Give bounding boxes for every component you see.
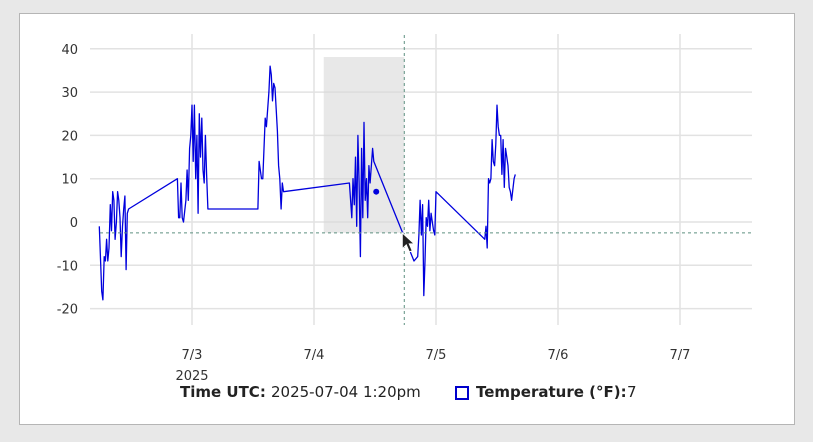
y-tick-label: 10 bbox=[61, 173, 78, 188]
chart-panel bbox=[19, 13, 795, 425]
x-tick-label: 7/4 bbox=[304, 348, 325, 363]
x-tick-label: 7/7 bbox=[670, 348, 691, 363]
chart-grid bbox=[90, 34, 752, 325]
y-tick-label: 20 bbox=[61, 129, 78, 144]
series-value: 7 bbox=[627, 383, 637, 401]
crosshair-group bbox=[100, 35, 752, 325]
x-tick-label: 7/5 bbox=[426, 348, 447, 363]
mouse-cursor-icon bbox=[401, 231, 416, 253]
x-tick-label: 7/6 bbox=[548, 348, 569, 363]
series-group bbox=[98, 65, 516, 301]
x-tick-label: 7/3 bbox=[182, 348, 203, 363]
series-line-temperature bbox=[98, 65, 516, 301]
y-tick-label: 40 bbox=[61, 43, 78, 58]
legend-bar: Time UTC: 2025-07-04 1:20pm Temperature … bbox=[0, 383, 813, 407]
series-swatch[interactable] bbox=[455, 386, 469, 400]
time-value: 2025-07-04 1:20pm bbox=[271, 383, 421, 401]
y-tick-label: -20 bbox=[57, 303, 78, 318]
time-label: Time UTC: bbox=[180, 383, 266, 401]
hover-point bbox=[373, 188, 380, 195]
x-tick-sublabel: 2025 bbox=[175, 369, 208, 384]
y-tick-label: -10 bbox=[57, 259, 78, 274]
y-tick-label: 30 bbox=[61, 86, 78, 101]
y-axis: 40 30 20 10 0 -10 -20 bbox=[57, 43, 78, 318]
x-axis: 7/3 2025 7/4 7/5 7/6 7/7 bbox=[175, 348, 690, 384]
y-tick-label: 0 bbox=[70, 216, 78, 231]
series-label: Temperature (°F): bbox=[476, 383, 627, 401]
